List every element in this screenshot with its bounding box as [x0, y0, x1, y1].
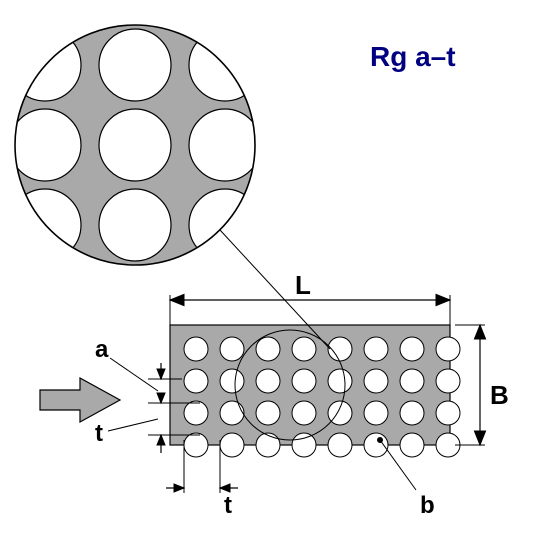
plate-hole	[184, 337, 208, 361]
diagram-svg	[0, 0, 550, 550]
plate-hole	[220, 401, 244, 425]
plate-hole	[220, 337, 244, 361]
plate-hole	[328, 433, 352, 457]
plate-hole	[400, 369, 424, 393]
lens-hole	[99, 29, 171, 101]
lens-group	[9, 20, 261, 270]
plate-hole	[328, 369, 352, 393]
lens-hole	[99, 189, 171, 261]
plate-hole	[364, 337, 388, 361]
plate-hole	[400, 337, 424, 361]
plate-hole	[256, 369, 280, 393]
plate-hole	[184, 369, 208, 393]
direction-arrow	[40, 378, 120, 422]
lens-hole	[9, 109, 81, 181]
plate-hole	[256, 433, 280, 457]
plate-hole	[400, 433, 424, 457]
plate-hole	[364, 369, 388, 393]
plate-hole	[256, 337, 280, 361]
plate-hole	[436, 337, 460, 361]
plate-hole	[184, 433, 208, 457]
plate-hole	[292, 401, 316, 425]
plate-hole	[364, 433, 388, 457]
plate-hole	[400, 401, 424, 425]
plate-hole	[292, 369, 316, 393]
plate-hole	[436, 401, 460, 425]
plate-hole	[292, 433, 316, 457]
plate-hole	[436, 369, 460, 393]
lens-hole	[189, 109, 261, 181]
plate-hole	[292, 337, 316, 361]
plate-hole	[220, 433, 244, 457]
plate-hole	[220, 369, 244, 393]
plate-hole	[364, 401, 388, 425]
plate-hole	[184, 401, 208, 425]
lens-hole	[99, 109, 171, 181]
plate-hole	[256, 401, 280, 425]
diagram-canvas: Rg a–t L B a t t b	[0, 0, 550, 550]
